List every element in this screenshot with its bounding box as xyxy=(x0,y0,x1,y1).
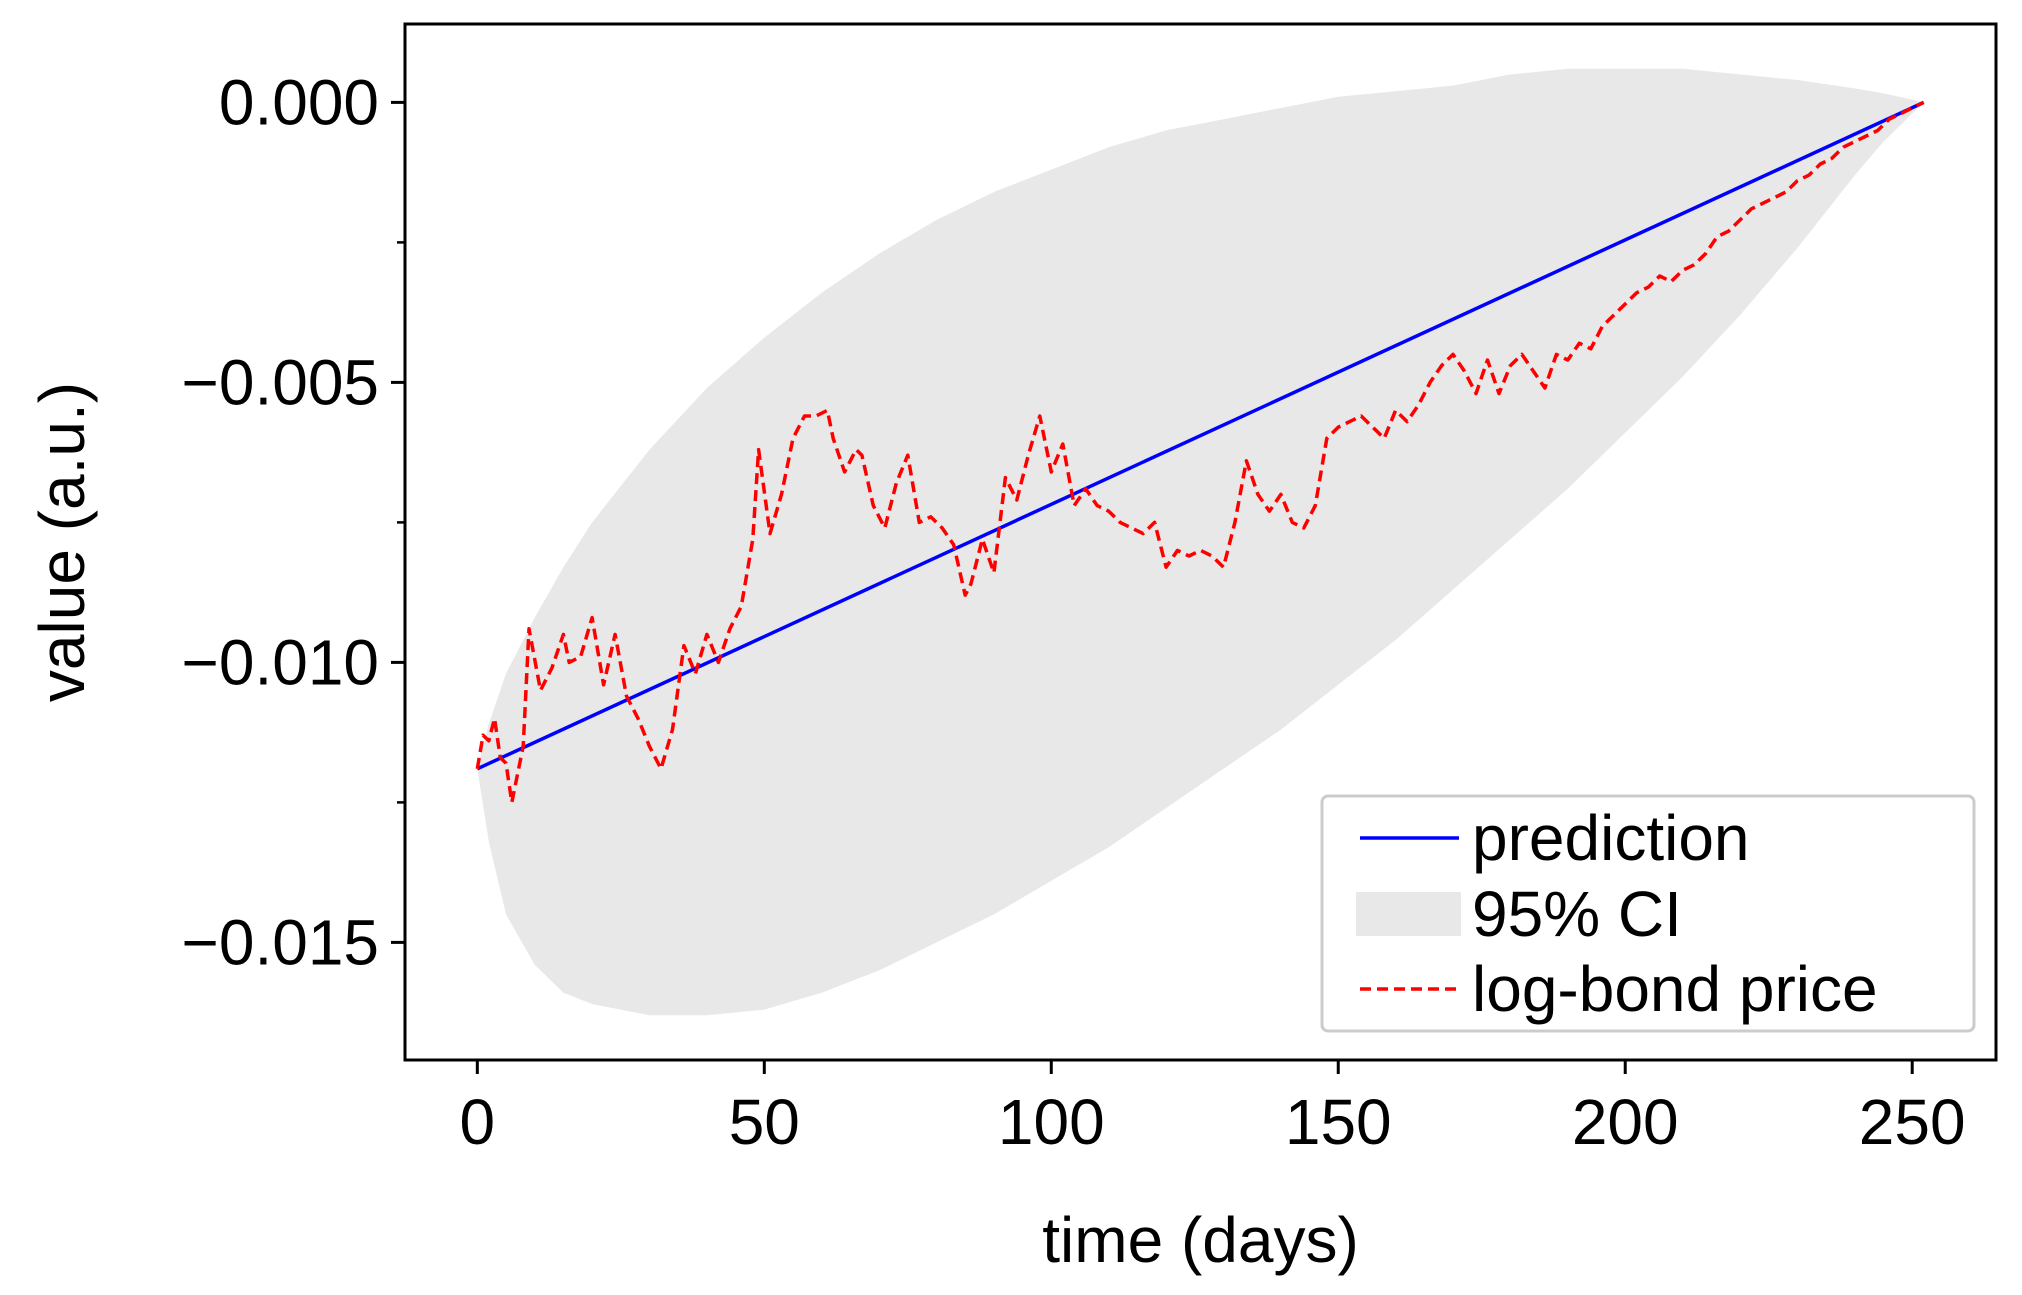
x-tick-label: 150 xyxy=(1285,1086,1392,1158)
x-tick-label: 200 xyxy=(1572,1086,1679,1158)
y-tick-label: 0.000 xyxy=(219,66,379,138)
legend-box xyxy=(1320,794,1976,1033)
plot-area xyxy=(475,68,1925,1016)
y-tick-label: −0.010 xyxy=(181,626,379,698)
x-axis-ticks: 0 50 100 150 200 250 xyxy=(460,1060,1966,1158)
legend-entry: 95% CI xyxy=(1356,878,1682,950)
x-tick-label: 0 xyxy=(460,1086,496,1158)
y-axis-ticks: 0.000 −0.005 −0.010 −0.015 xyxy=(181,66,405,978)
axes: 0 50 100 150 200 250 0.000−0.005−0.010−0.015 … xyxy=(26,22,1998,1276)
x-axis-label: time (days) xyxy=(1042,1204,1359,1276)
legend-entry: prediction xyxy=(1360,802,1750,874)
legend-label: log-bond price xyxy=(1472,953,1878,1025)
y-tick-label: −0.015 xyxy=(181,906,379,978)
x-tick-label: 100 xyxy=(998,1086,1105,1158)
x-tick-label: 50 xyxy=(729,1086,800,1158)
axes-frame xyxy=(403,22,1998,1062)
legend-swatch-ci xyxy=(1356,892,1461,936)
y-tick-label: −0.005 xyxy=(181,346,379,418)
legend-entry: log-bond price xyxy=(1360,953,1878,1025)
y-axis-label: value (a.u.) xyxy=(26,382,98,702)
ci-band xyxy=(477,68,1924,1016)
log-bond-price-line xyxy=(475,100,1925,805)
legend-label: prediction xyxy=(1472,802,1750,874)
x-tick-label: 250 xyxy=(1859,1086,1966,1158)
legend-label: 95% CI xyxy=(1472,878,1682,950)
